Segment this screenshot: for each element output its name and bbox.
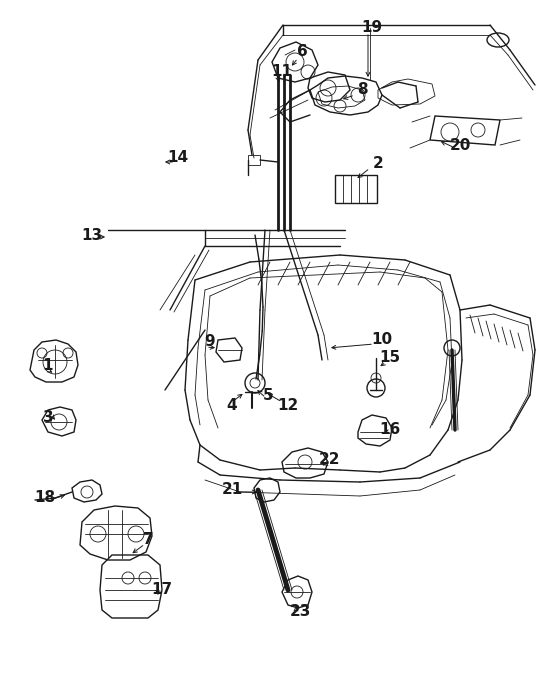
Text: 6: 6 bbox=[296, 44, 307, 60]
Text: 22: 22 bbox=[319, 452, 341, 468]
Text: 21: 21 bbox=[221, 482, 243, 498]
Text: 5: 5 bbox=[263, 388, 273, 402]
Text: 7: 7 bbox=[143, 532, 153, 548]
Text: 10: 10 bbox=[371, 332, 393, 348]
Text: 3: 3 bbox=[43, 411, 53, 425]
Text: 17: 17 bbox=[151, 582, 173, 598]
Text: 16: 16 bbox=[379, 423, 401, 437]
Text: 13: 13 bbox=[81, 227, 103, 243]
Text: 9: 9 bbox=[204, 334, 215, 350]
Text: 11: 11 bbox=[272, 65, 293, 79]
Text: 23: 23 bbox=[289, 605, 310, 619]
Text: 2: 2 bbox=[373, 156, 384, 172]
Bar bbox=[248, 155, 260, 165]
Text: 19: 19 bbox=[362, 20, 383, 35]
Bar bbox=[335, 175, 377, 203]
Text: 15: 15 bbox=[379, 350, 401, 366]
Text: 18: 18 bbox=[34, 491, 55, 505]
Text: 12: 12 bbox=[278, 398, 299, 413]
Text: 14: 14 bbox=[167, 151, 188, 165]
Text: 1: 1 bbox=[43, 357, 53, 373]
Text: 20: 20 bbox=[449, 138, 471, 152]
Text: 8: 8 bbox=[357, 83, 367, 97]
Text: 4: 4 bbox=[226, 398, 237, 413]
